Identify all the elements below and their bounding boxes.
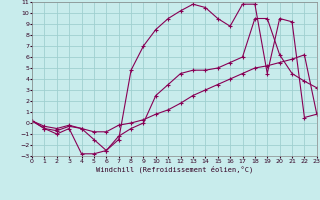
X-axis label: Windchill (Refroidissement éolien,°C): Windchill (Refroidissement éolien,°C) (96, 166, 253, 173)
